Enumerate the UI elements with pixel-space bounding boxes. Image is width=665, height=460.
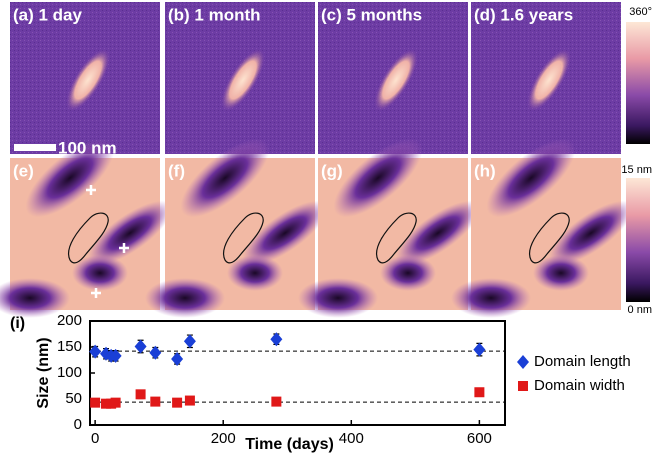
topography: [395, 200, 481, 266]
image-panel: (b) 1 month: [165, 2, 315, 154]
data-point: [110, 397, 121, 408]
y-tick-label: 100: [57, 364, 82, 381]
data-point: [171, 351, 184, 366]
image-panel: (g): [298, 138, 481, 318]
domain-outline: [529, 212, 570, 264]
data-point: [109, 348, 122, 363]
data-point: [90, 397, 101, 408]
topography: [145, 278, 225, 318]
data-point: [270, 332, 283, 347]
data-point: [184, 395, 195, 406]
domain: [65, 48, 111, 112]
y-tick-label: 150: [57, 338, 82, 355]
domain: [220, 48, 266, 112]
x-tick-label: 600: [467, 430, 492, 447]
legend-marker: [518, 381, 528, 391]
legend-label: Domain width: [534, 377, 625, 394]
data-point: [135, 389, 146, 400]
image-panel: (e): [0, 138, 173, 318]
panel-label: (h): [474, 161, 496, 180]
scale-bar: [14, 144, 56, 151]
x-tick-label: 200: [211, 430, 236, 447]
data-point: [149, 345, 162, 360]
panel-label: (e): [13, 161, 34, 180]
domain-outline: [376, 212, 417, 264]
plot-area: [89, 320, 506, 426]
data-point: [101, 398, 112, 409]
topography: [25, 138, 115, 218]
image-panel: (a) 1 day: [10, 2, 160, 154]
phase-colorbar: [626, 22, 650, 144]
domain-outline: [68, 212, 109, 264]
topography: [548, 200, 634, 266]
panel-label: (b) 1 month: [168, 5, 261, 24]
topography: [87, 200, 173, 266]
domain: [526, 48, 572, 112]
marker-cross: [91, 288, 101, 298]
topography: [72, 255, 128, 291]
topography: [380, 255, 436, 291]
y-tick-label: 50: [65, 390, 82, 407]
domain-outline: [223, 212, 264, 264]
data-point: [172, 397, 183, 408]
x-tick-label: 0: [91, 430, 99, 447]
image-panel: (h): [451, 138, 634, 318]
data-point: [134, 339, 147, 354]
data-point: [183, 334, 196, 349]
marker-cross: [119, 243, 129, 253]
data-point: [271, 396, 282, 407]
panel-label: (g): [321, 161, 343, 180]
scale-bar-label: 100 nm: [58, 138, 117, 157]
marker-cross: [86, 185, 96, 195]
topography: [486, 138, 576, 218]
data-point: [150, 396, 161, 407]
panel-label: (a) 1 day: [13, 5, 83, 24]
colorbar-label: 360°: [629, 6, 652, 18]
topography: [0, 278, 70, 318]
topography: [533, 255, 589, 291]
topography: [333, 138, 423, 218]
domain: [373, 48, 419, 112]
y-tick-label: 0: [74, 416, 82, 433]
image-panel: (d) 1.6 years: [471, 2, 621, 154]
panel-label: (i): [10, 315, 25, 332]
colorbar-label: 15 nm: [621, 164, 652, 176]
image-panel: (f): [145, 138, 328, 318]
legend-label: Domain length: [534, 353, 631, 370]
topography: [451, 278, 531, 318]
height-colorbar: [626, 178, 650, 302]
image-panel: (c) 5 months: [318, 2, 468, 154]
data-point: [474, 387, 485, 398]
x-tick-label: 400: [339, 430, 364, 447]
y-tick-label: 200: [57, 312, 82, 329]
colorbar-label: 0 nm: [628, 304, 652, 316]
topography: [242, 200, 328, 266]
panel-label: (f): [168, 161, 185, 180]
panel-label: (d) 1.6 years: [474, 5, 573, 24]
topography: [180, 138, 270, 218]
y-axis-label: Size (nm): [35, 337, 52, 408]
legend-marker: [517, 355, 529, 369]
panel-label: (c) 5 months: [321, 5, 422, 24]
data-point: [89, 344, 102, 359]
topography: [227, 255, 283, 291]
topography: [298, 278, 378, 318]
colorbar-label: 0°: [633, 145, 644, 157]
x-axis-label: Time (days): [245, 436, 334, 453]
data-point: [473, 342, 486, 357]
